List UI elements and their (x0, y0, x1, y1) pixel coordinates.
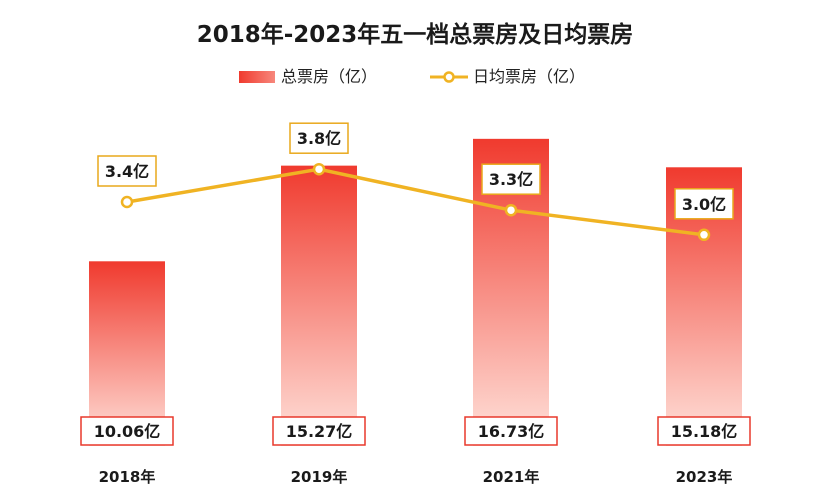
line-path (125, 167, 706, 237)
line-value-label: 3.4亿 (105, 162, 149, 181)
legend-line-marker (443, 71, 455, 83)
line-label-box (97, 155, 157, 187)
line-point (120, 195, 134, 209)
x-tick-label: 2021年 (483, 468, 540, 486)
line-label-box (289, 122, 349, 154)
line-point (504, 203, 518, 217)
line-point (697, 228, 711, 242)
bar (89, 261, 165, 446)
bar-label-box (272, 416, 366, 446)
line-label-box (674, 188, 734, 220)
line-series: 3.4亿 3.8亿 3.3亿 3.0亿 (97, 122, 734, 242)
legend-bar-label: 总票房（亿） (281, 67, 377, 86)
x-tick-label: 2019年 (291, 468, 348, 486)
x-tick-label: 2023年 (676, 468, 733, 486)
bar-value-label: 16.73亿 (478, 422, 545, 441)
line-label-box (481, 163, 541, 195)
bar (281, 165, 357, 446)
chart-title: 2018年-2023年五一档总票房及日均票房 (197, 21, 634, 48)
line-value-label: 3.3亿 (489, 170, 533, 189)
line-point (312, 162, 326, 176)
bar-label-box (464, 416, 558, 446)
bar-value-label: 15.27亿 (286, 422, 353, 441)
bar-label-box (80, 416, 174, 446)
legend-line-label: 日均票房（亿） (473, 67, 585, 86)
x-axis: 2018年 2019年 2021年 2023年 (99, 468, 733, 486)
legend: 总票房（亿） 日均票房（亿） (239, 67, 585, 86)
bars: 10.06亿 15.27亿 16.73亿 15.18亿 (80, 138, 751, 446)
bar-label-box (657, 416, 751, 446)
bar-value-label: 10.06亿 (94, 422, 161, 441)
line-value-label: 3.8亿 (297, 129, 341, 148)
legend-bar-swatch (239, 71, 275, 83)
bar-value-label: 15.18亿 (671, 422, 738, 441)
x-tick-label: 2018年 (99, 468, 156, 486)
line-value-label: 3.0亿 (682, 195, 726, 214)
